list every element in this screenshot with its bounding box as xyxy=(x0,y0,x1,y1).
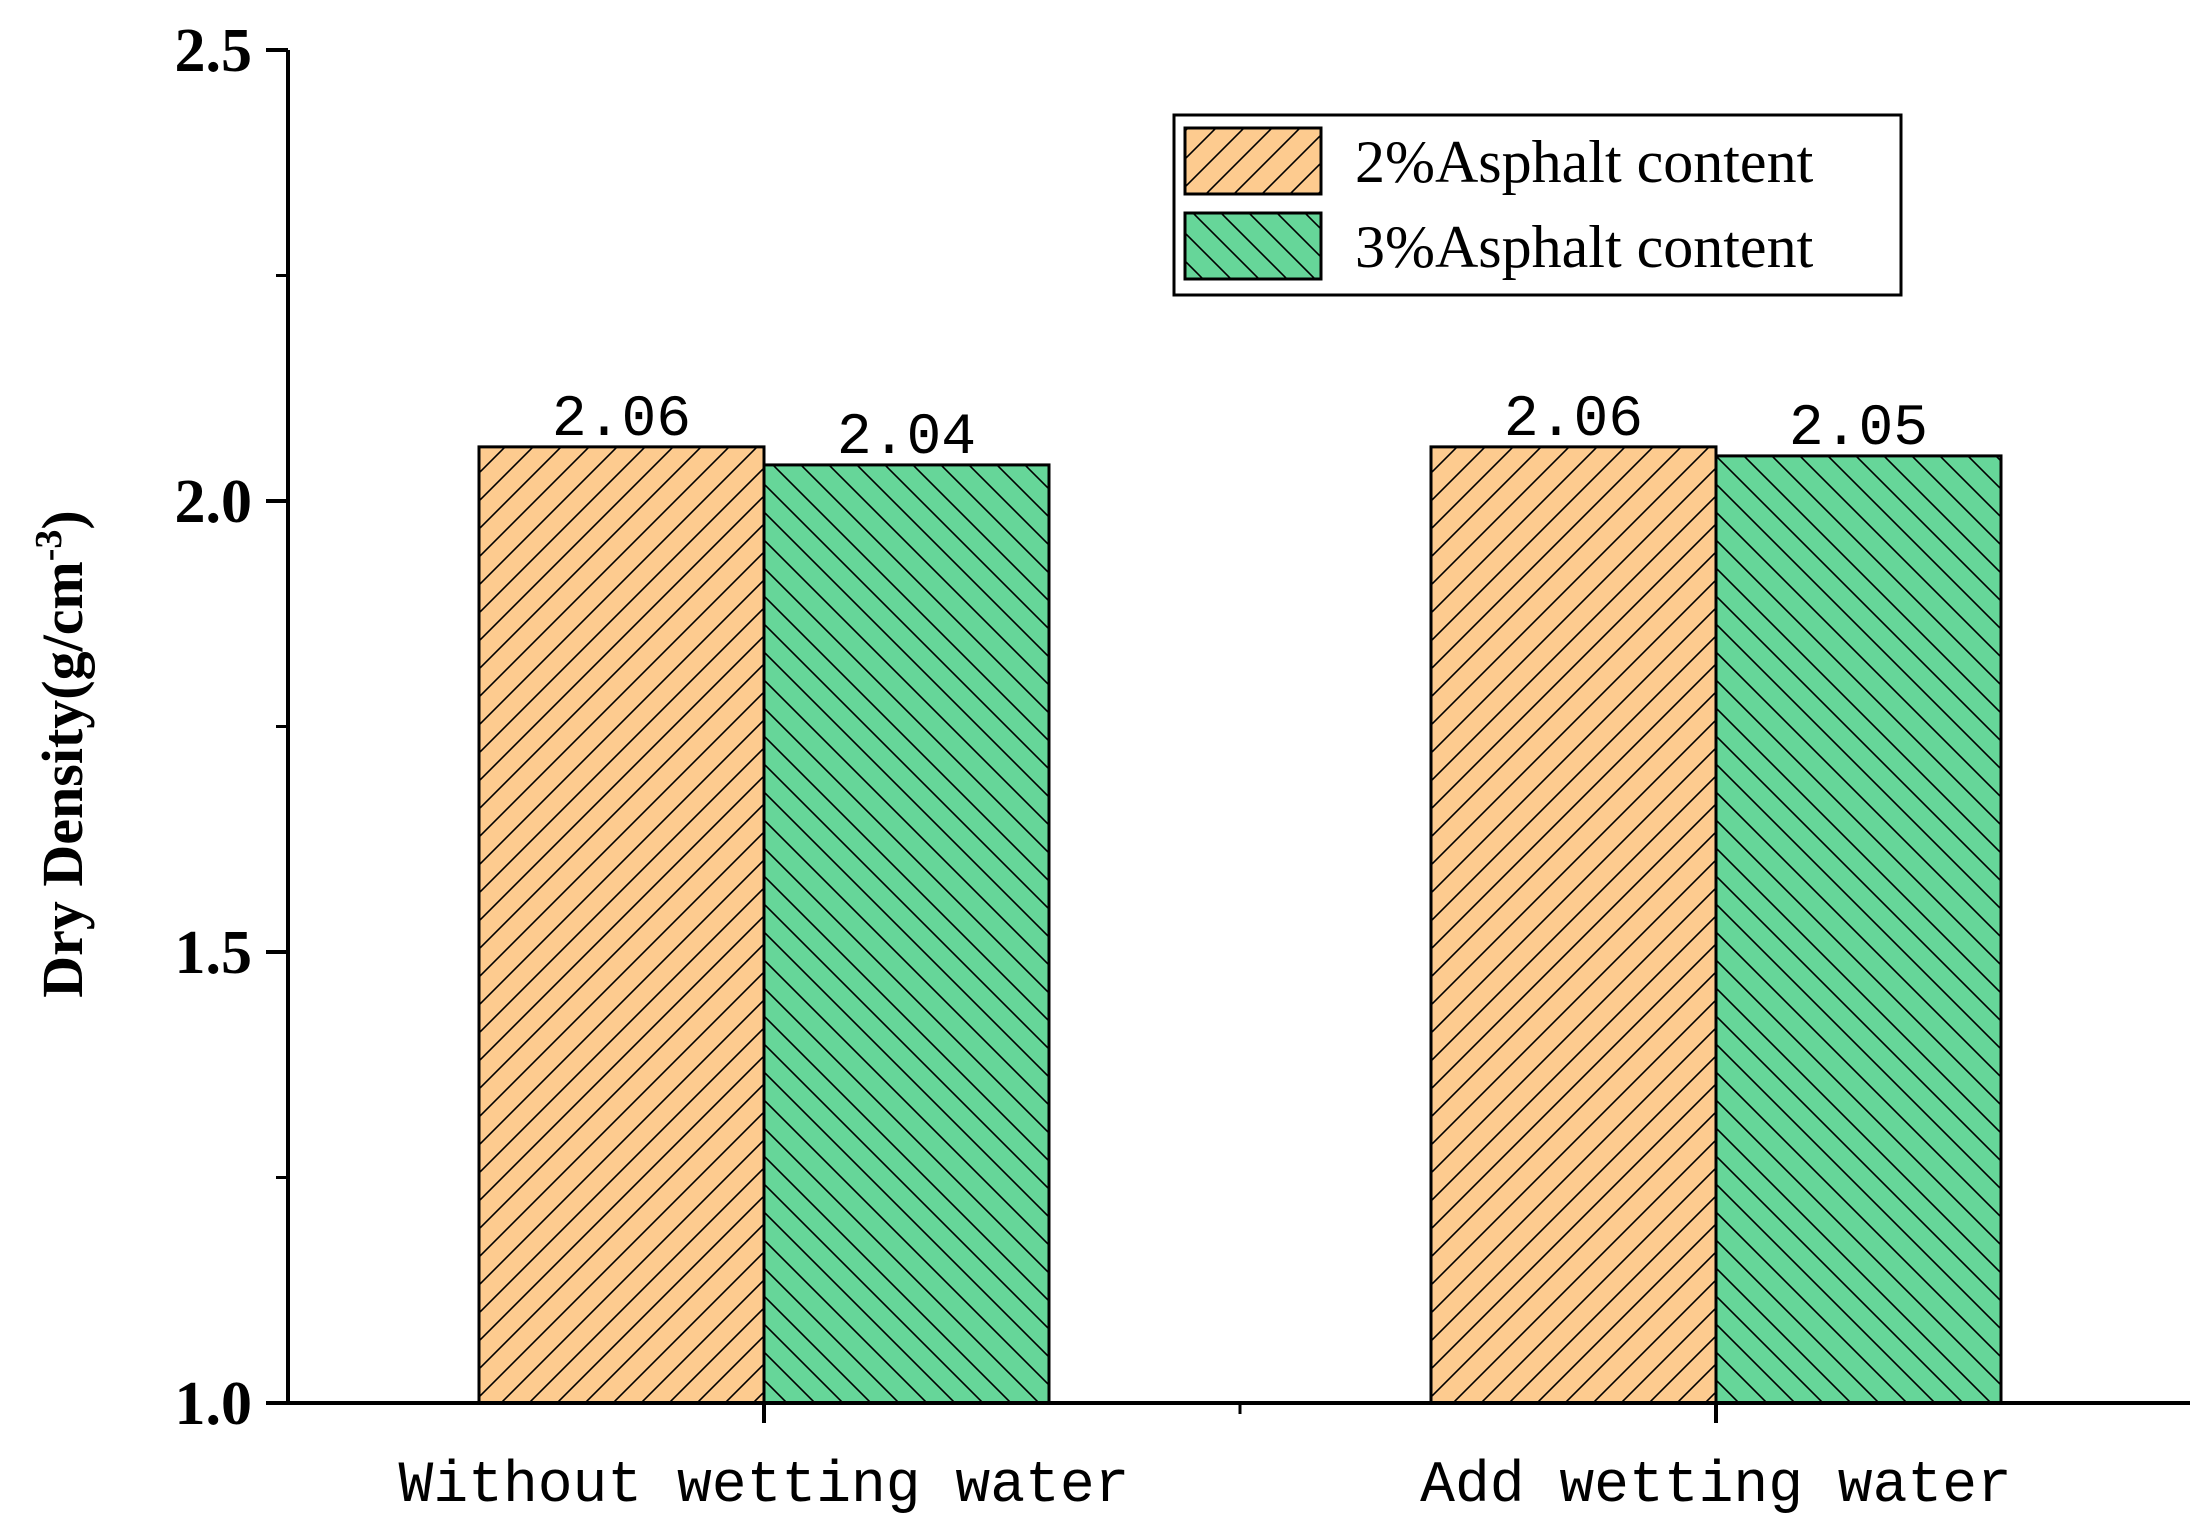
bar-asphalt-3pct-without-wetting xyxy=(762,463,1051,1405)
x-tick-label: Without wetting water xyxy=(399,1454,1130,1519)
data-label: 2.04 xyxy=(837,406,976,471)
legend-swatch xyxy=(1183,126,1323,196)
y-axis-label: Dry Density(g/cm-3) xyxy=(28,510,95,998)
y-tick-label: 2.5 xyxy=(175,17,253,85)
value-labels-group: 2.06 2.04 2.06 2.05 xyxy=(552,388,1928,471)
y-axis-title-close: ) xyxy=(30,510,95,529)
legend-label: 2%Asphalt content xyxy=(1355,129,1814,195)
data-label: 2.06 xyxy=(552,388,691,453)
bar-asphalt-3pct-add-wetting xyxy=(1714,454,2003,1405)
legend-swatch xyxy=(1183,211,1323,281)
data-label: 2.05 xyxy=(1789,397,1928,462)
bars-group xyxy=(477,445,2003,1405)
y-axis-title-main: Dry Density(g/cm xyxy=(30,561,95,998)
bar-asphalt-2pct-without-wetting xyxy=(477,445,766,1405)
legend-label: 3%Asphalt content xyxy=(1355,214,1814,280)
y-axis-title: Dry Density(g/cm-3) xyxy=(28,510,95,998)
y-axis-title-exponent: -3 xyxy=(28,530,70,562)
x-tick-label: Add wetting water xyxy=(1420,1454,2012,1519)
data-label: 2.06 xyxy=(1504,388,1643,453)
bar-asphalt-2pct-add-wetting xyxy=(1429,445,1718,1405)
legend: 2%Asphalt content 3%Asphalt content xyxy=(1172,113,1903,297)
x-ticks-group: Without wetting water Add wetting water xyxy=(399,1403,2012,1519)
y-tick-label: 1.0 xyxy=(175,1370,253,1438)
y-tick-label: 2.0 xyxy=(175,468,253,536)
y-ticks-group: 1.0 1.5 2.0 2.5 xyxy=(175,17,288,1438)
y-tick-label: 1.5 xyxy=(175,919,253,987)
